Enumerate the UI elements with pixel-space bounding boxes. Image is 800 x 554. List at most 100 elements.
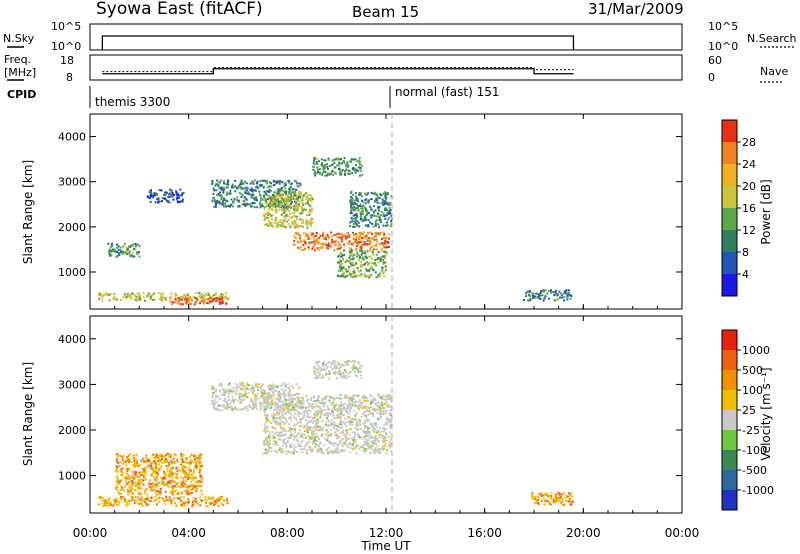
- range-time-cell: [291, 191, 293, 194]
- range-time-cell: [196, 299, 199, 302]
- range-time-cell: [351, 421, 354, 424]
- range-time-cell: [244, 395, 247, 398]
- range-time-cell: [348, 407, 350, 410]
- range-time-cell: [167, 196, 170, 199]
- range-time-cell: [223, 295, 226, 298]
- range-time-cell: [168, 475, 171, 478]
- range-time-cell: [264, 448, 267, 451]
- range-time-cell: [322, 405, 325, 408]
- range-time-cell: [282, 410, 284, 412]
- range-time-cell: [390, 450, 393, 453]
- range-time-cell: [367, 439, 370, 442]
- range-time-cell: [306, 452, 309, 455]
- range-time-cell: [119, 246, 122, 249]
- range-time-cell: [133, 471, 136, 474]
- range-time-cell: [348, 240, 351, 243]
- range-time-cell: [378, 434, 381, 437]
- range-time-cell: [182, 496, 185, 499]
- range-time-cell: [312, 440, 315, 443]
- range-time-cell: [305, 444, 308, 446]
- range-time-cell: [384, 195, 387, 198]
- range-time-cell: [369, 402, 372, 405]
- range-time-cell: [278, 404, 281, 407]
- range-time-cell: [350, 190, 353, 193]
- range-time-cell: [176, 200, 179, 203]
- range-time-cell: [218, 181, 221, 184]
- range-time-cell: [302, 248, 305, 251]
- range-time-cell: [155, 462, 157, 465]
- range-time-cell: [286, 220, 289, 223]
- range-time-cell: [389, 405, 392, 408]
- range-time-cell: [385, 417, 388, 420]
- range-time-cell: [170, 189, 173, 192]
- range-time-cell: [279, 204, 282, 207]
- range-time-cell: [294, 237, 297, 239]
- range-time-cell: [525, 292, 528, 295]
- range-time-cell: [557, 496, 560, 499]
- range-time-cell: [189, 469, 192, 472]
- range-time-cell: [279, 423, 282, 426]
- range-time-cell: [353, 205, 356, 208]
- range-time-cell: [231, 408, 234, 411]
- range-time-cell: [324, 437, 327, 440]
- range-time-cell: [131, 492, 134, 495]
- range-time-cell: [319, 447, 322, 450]
- range-time-cell: [567, 499, 570, 502]
- range-time-cell: [116, 246, 119, 249]
- range-time-cell: [174, 298, 177, 301]
- range-time-cell: [378, 219, 381, 221]
- range-time-cell: [303, 445, 306, 448]
- range-time-cell: [350, 242, 353, 245]
- range-time-cell: [329, 401, 332, 404]
- range-time-cell: [315, 420, 318, 423]
- range-time-cell: [127, 475, 130, 478]
- range-time-cell: [293, 450, 296, 452]
- range-time-cell: [226, 502, 229, 505]
- range-time-cell: [359, 163, 362, 166]
- range-time-cell: [368, 406, 371, 409]
- nave-series-line: [102, 67, 574, 73]
- range-time-cell: [281, 189, 284, 192]
- range-time-cell: [355, 168, 358, 171]
- range-time-cell: [157, 460, 160, 463]
- range-time-cell: [339, 169, 342, 172]
- range-time-cell: [156, 493, 159, 496]
- range-time-cell: [538, 493, 541, 496]
- range-time-cell: [267, 392, 270, 394]
- range-time-cell: [225, 193, 228, 196]
- range-time-cell: [269, 442, 272, 445]
- range-time-cell: [265, 402, 268, 405]
- range-time-cell: [279, 202, 282, 205]
- range-time-cell: [366, 264, 369, 267]
- range-time-cell: [281, 444, 284, 447]
- range-time-cell: [190, 480, 193, 483]
- range-time-cell: [371, 233, 374, 235]
- range-time-cell: [140, 478, 143, 481]
- range-time-cell: [362, 395, 365, 398]
- range-time-cell: [375, 215, 378, 218]
- range-time-cell: [348, 234, 351, 237]
- range-time-cell: [197, 462, 200, 465]
- range-time-cell: [142, 483, 145, 486]
- range-time-cell: [131, 481, 134, 484]
- range-time-cell: [335, 248, 338, 251]
- range-time-cell: [287, 210, 290, 212]
- range-time-cell: [323, 360, 325, 363]
- range-time-cell: [308, 212, 311, 215]
- range-time-cell: [117, 492, 120, 495]
- range-time-cell: [364, 199, 367, 201]
- range-time-cell: [198, 455, 201, 458]
- range-time-cell: [265, 451, 268, 454]
- range-time-cell: [311, 198, 314, 200]
- range-time-cell: [355, 216, 358, 219]
- range-time-cell: [279, 190, 282, 193]
- range-time-cell: [219, 187, 222, 189]
- range-time-cell: [312, 168, 315, 171]
- range-time-cell: [313, 249, 316, 252]
- range-time-cell: [220, 298, 223, 301]
- range-time-cell: [372, 426, 374, 429]
- range-time-cell: [182, 464, 185, 467]
- range-time-cell: [341, 169, 344, 172]
- range-time-cell: [263, 405, 266, 408]
- range-time-cell: [327, 440, 330, 443]
